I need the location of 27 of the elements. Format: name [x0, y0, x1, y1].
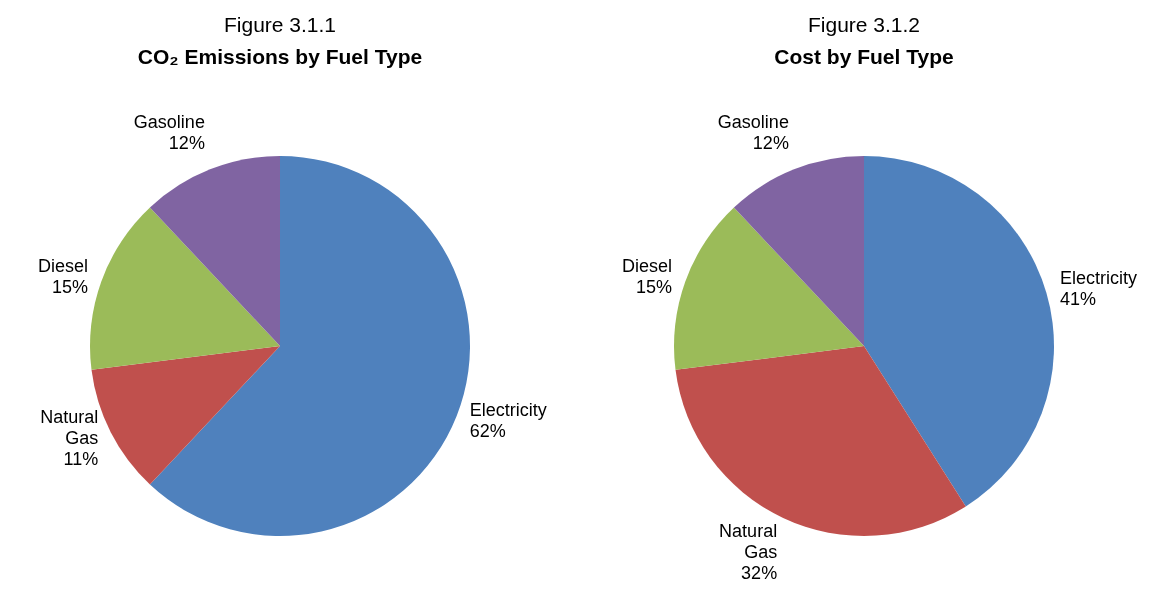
slice-label: Diesel [622, 255, 673, 276]
chart-title: Figure 3.1.2 [807, 13, 921, 36]
data-label: 11% [63, 449, 99, 470]
slice-label: Natural Gas [40, 407, 99, 449]
data-label: 32% [741, 562, 778, 583]
slice-label: Gasoline [717, 112, 789, 133]
data-label: 12% [168, 133, 205, 154]
slice-label: Natural Gas [719, 520, 778, 562]
data-label: 15% [52, 276, 89, 297]
chart-subtitle: Cost by Fuel Type [774, 45, 954, 68]
pie-slice [675, 346, 966, 536]
chart-title: Figure 3.1.1 [223, 13, 337, 36]
chart-subtitle: CO₂ Emissions by Fuel Type [137, 45, 423, 68]
data-label: 12% [752, 133, 789, 154]
slice-label: Electricity [469, 400, 547, 421]
pie-slice [674, 207, 864, 370]
data-label: 62% [469, 421, 506, 442]
data-label: 41% [1059, 289, 1096, 310]
slice-label: Electricity [1059, 268, 1137, 289]
pie-slice [149, 156, 280, 346]
pie-slice [733, 156, 864, 346]
data-label: 15% [636, 276, 673, 297]
pie-slice [149, 156, 470, 536]
slice-label: Gasoline [133, 112, 205, 133]
pie-slice [864, 156, 1054, 507]
slice-label: Diesel [38, 255, 89, 276]
pie-slice [90, 207, 280, 370]
